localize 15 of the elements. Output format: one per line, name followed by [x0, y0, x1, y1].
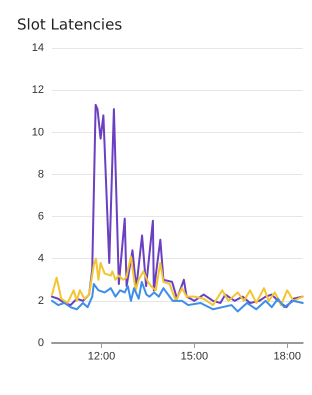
x-tick-label: 15:00 [180, 350, 208, 362]
y-tick-label: 0 [38, 337, 44, 349]
x-tick-label: 18:00 [273, 350, 301, 362]
y-tick-label: 14 [32, 42, 44, 54]
y-tick-label: 10 [32, 126, 44, 138]
y-tick-label: 12 [32, 84, 44, 96]
y-tick-label: 6 [38, 210, 44, 223]
line-series [51, 256, 304, 306]
y-tick-label: 4 [38, 252, 44, 265]
x-tick-label: 12:00 [88, 350, 116, 362]
line-series [51, 104, 304, 308]
y-tick-label: 8 [38, 168, 44, 180]
y-tick-label: 2 [38, 294, 44, 307]
chart-title: Slot Latencies [17, 16, 122, 34]
line-series [51, 280, 304, 312]
